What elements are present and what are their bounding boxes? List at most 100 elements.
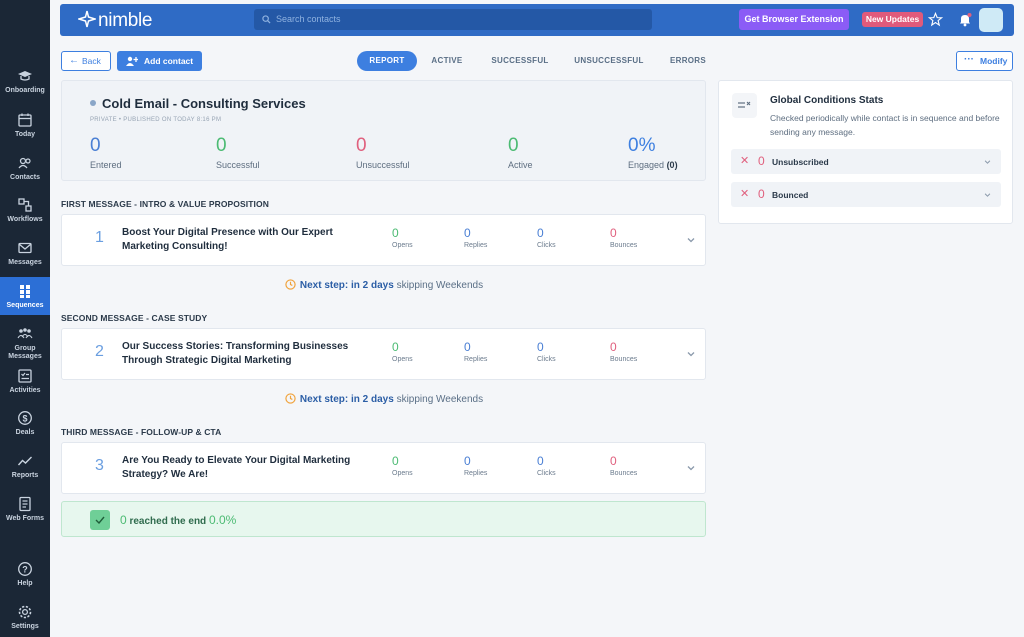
reached-end-label: reached the end (126, 516, 209, 527)
sequence-title: Cold Email - Consulting Services (102, 96, 306, 111)
stat-value: 0 (464, 226, 471, 240)
next-step-info: Next step: in 2 days skipping Weekends (0, 393, 768, 405)
chevron-down-icon[interactable] (686, 235, 696, 245)
status-dot (90, 100, 96, 106)
message-number: 2 (95, 343, 104, 360)
sidebar-item-label: Group (14, 345, 36, 352)
add-contact-label: Add contact (144, 56, 194, 66)
stat-value: 0 (537, 340, 544, 354)
sidebar-item-activities[interactable]: Activities (0, 368, 50, 395)
bell-icon[interactable] (958, 12, 972, 27)
condition-row-unsubscribed[interactable]: ✕ 0 Unsubscribed (731, 149, 1001, 174)
message-subject: Are You Ready to Elevate Your Digital Ma… (122, 455, 351, 480)
search-input[interactable]: Search contacts (254, 9, 652, 30)
stat-label: Clicks (537, 470, 556, 477)
sidebar-item-label: Deals (15, 429, 35, 436)
sidebar-item-messages[interactable]: Messages (0, 240, 50, 267)
stat-value: 0 (508, 135, 519, 156)
stat-clicks: 0 Clicks (537, 454, 556, 477)
star-person-icon[interactable] (928, 12, 943, 27)
stat-label: Bounces (610, 470, 638, 477)
sidebar-item-reports[interactable]: Reports (0, 453, 50, 480)
back-label: Back (82, 56, 101, 66)
chevron-down-icon[interactable] (686, 349, 696, 359)
section-title: SECOND MESSAGE - CASE STUDY (61, 313, 208, 323)
stat-successful: 0 Successful (216, 135, 260, 170)
sidebar-item-deals[interactable]: $ Deals (0, 410, 50, 437)
condition-count: 0 (758, 187, 765, 201)
sidebar-item-label: Reports (11, 472, 39, 479)
tab-successful[interactable]: SUCCESSFUL (491, 56, 549, 65)
sidebar-item-contacts[interactable]: Contacts (0, 155, 50, 182)
stat-value: 0 (356, 135, 367, 156)
sidebar-item-settings[interactable]: Settings (0, 604, 50, 631)
chevron-down-icon (984, 193, 991, 197)
add-contact-button[interactable]: Add contact (117, 51, 202, 71)
form-icon (19, 496, 31, 512)
envelope-icon (18, 242, 32, 254)
chevron-down-icon[interactable] (686, 463, 696, 473)
sidebar-item-workflows[interactable]: Workflows (0, 197, 50, 224)
sidebar-item-help[interactable]: ? Help (0, 561, 50, 588)
new-updates-button[interactable]: New Updates (862, 12, 923, 27)
message-subject: Boost Your Digital Presence with Our Exp… (122, 227, 333, 252)
global-conditions-panel: Global Conditions Stats Checked periodic… (718, 80, 1013, 224)
sidebar-item-label: Settings (11, 623, 39, 630)
sidebar-item-web-forms[interactable]: Web Forms (0, 496, 50, 523)
modify-button[interactable]: ··· Modify (956, 51, 1013, 71)
reached-end-percent: 0.0% (208, 513, 237, 527)
sidebar-item-label: Today (14, 131, 36, 138)
workflows-icon (18, 198, 32, 212)
check-badge (90, 510, 110, 530)
sidebar-item-today[interactable]: Today (0, 112, 50, 139)
nimble-logo[interactable]: nimble (76, 10, 153, 32)
back-button[interactable]: ← Back (61, 51, 111, 71)
clock-icon (285, 279, 296, 290)
stat-label: Opens (392, 356, 413, 363)
avatar[interactable] (979, 8, 1003, 32)
group-messages-icon (17, 328, 33, 339)
stat-label: Replies (464, 242, 488, 249)
dollar-icon: $ (18, 411, 32, 425)
nimble-logo-icon (76, 10, 98, 28)
sidebar-item-label: Workflows (7, 216, 43, 223)
stat-replies: 0 Replies (464, 340, 487, 363)
tab-errors[interactable]: ERRORS (669, 56, 707, 65)
tab-active[interactable]: ACTIVE (431, 56, 463, 65)
message-card[interactable]: 1 Boost Your Digital Presence with Our E… (61, 214, 706, 266)
stat-replies: 0 Replies (464, 226, 487, 249)
stat-value: 0% (628, 135, 656, 156)
next-step-delay: Next step: in 2 days (299, 394, 394, 405)
section-title: THIRD MESSAGE - FOLLOW-UP & CTA (61, 427, 222, 437)
stat-label: Opens (392, 242, 413, 249)
logo-text: nimble (98, 10, 153, 31)
stat-value: 0 (392, 454, 399, 468)
sidebar-item-label: Contacts (10, 174, 40, 181)
graduation-cap-icon (18, 71, 32, 81)
sidebar-item-sequences[interactable]: Sequences (0, 277, 50, 315)
next-step-delay: Next step: in 2 days (299, 280, 394, 291)
message-card[interactable]: 2 Our Success Stories: Transforming Busi… (61, 328, 706, 380)
gear-icon (18, 605, 32, 619)
close-icon: ✕ (740, 155, 750, 167)
stat-value: 0 (537, 226, 544, 240)
tab-unsuccessful[interactable]: UNSUCCESSFUL (574, 56, 644, 65)
sidebar-item-label: Web Forms (6, 515, 44, 522)
stat-clicks: 0 Clicks (537, 226, 556, 249)
tab-report[interactable]: REPORT (357, 51, 417, 71)
reached-end-card: 0 reached the end 0.0% (61, 501, 706, 537)
stat-value: 0 (392, 340, 399, 354)
sidebar-item-onboarding[interactable]: Onboarding (0, 68, 50, 95)
stat-value: 0 (610, 340, 617, 354)
sidebar-item-label: Sequences (6, 302, 44, 309)
sidebar-item-group-messages[interactable]: Group Messages (0, 326, 50, 361)
next-step-suffix: skipping Weekends (393, 280, 484, 291)
sidebar-item-label-line2: Messages (8, 353, 42, 360)
stat-label: Unsuccessful (356, 160, 410, 170)
message-card[interactable]: 3 Are You Ready to Elevate Your Digital … (61, 442, 706, 494)
question-icon: ? (18, 562, 32, 576)
stat-label: Replies (464, 470, 488, 477)
search-icon (262, 15, 271, 24)
get-browser-extension-button[interactable]: Get Browser Extension (739, 9, 849, 30)
condition-row-bounced[interactable]: ✕ 0 Bounced (731, 182, 1001, 207)
